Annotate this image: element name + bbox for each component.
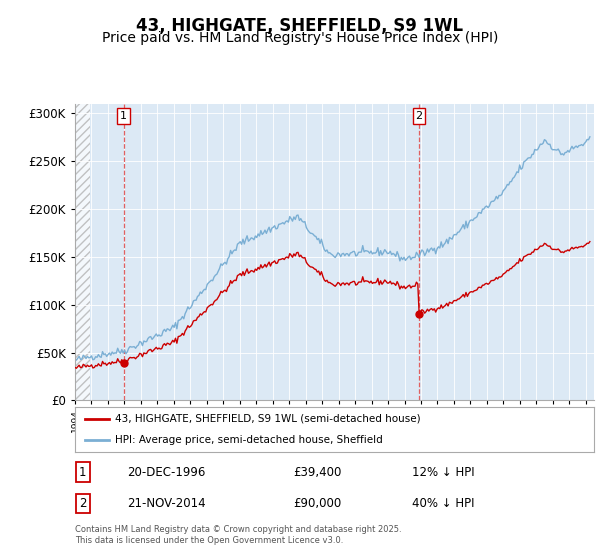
Text: 40% ↓ HPI: 40% ↓ HPI <box>412 497 475 510</box>
Text: 21-NOV-2014: 21-NOV-2014 <box>127 497 206 510</box>
Text: 12% ↓ HPI: 12% ↓ HPI <box>412 465 475 479</box>
Text: 20-DEC-1996: 20-DEC-1996 <box>127 465 205 479</box>
Text: £39,400: £39,400 <box>293 465 341 479</box>
Text: 2: 2 <box>79 497 86 510</box>
Text: Contains HM Land Registry data © Crown copyright and database right 2025.
This d: Contains HM Land Registry data © Crown c… <box>75 525 401 545</box>
Text: £90,000: £90,000 <box>293 497 341 510</box>
Text: Price paid vs. HM Land Registry's House Price Index (HPI): Price paid vs. HM Land Registry's House … <box>102 31 498 45</box>
Text: 1: 1 <box>79 465 86 479</box>
Text: 43, HIGHGATE, SHEFFIELD, S9 1WL: 43, HIGHGATE, SHEFFIELD, S9 1WL <box>136 17 464 35</box>
Text: 43, HIGHGATE, SHEFFIELD, S9 1WL (semi-detached house): 43, HIGHGATE, SHEFFIELD, S9 1WL (semi-de… <box>115 414 421 424</box>
Text: 2: 2 <box>415 111 422 121</box>
Text: HPI: Average price, semi-detached house, Sheffield: HPI: Average price, semi-detached house,… <box>115 435 383 445</box>
Text: 1: 1 <box>120 111 127 121</box>
